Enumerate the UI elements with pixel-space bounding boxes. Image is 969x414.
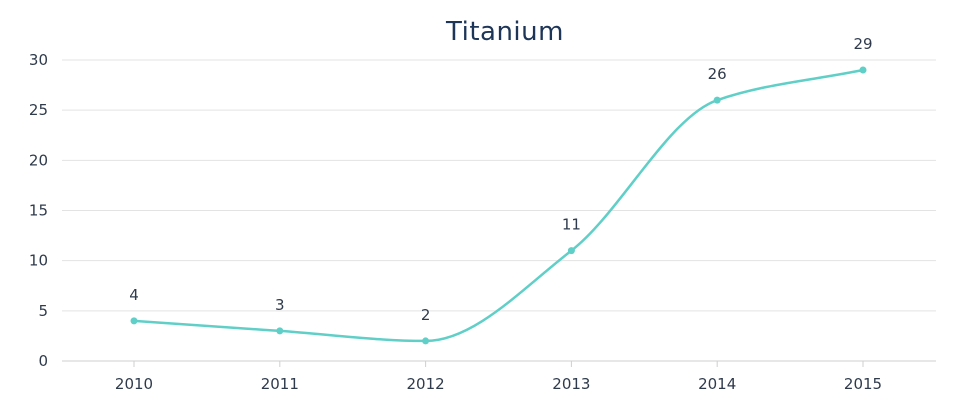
data-label: 4 — [129, 286, 139, 304]
data-label: 26 — [708, 65, 727, 83]
x-tick-label: 2011 — [261, 375, 299, 393]
data-point[interactable] — [567, 247, 575, 255]
y-tick-label: 10 — [29, 252, 48, 270]
x-tick-label: 2015 — [844, 375, 882, 393]
y-tick-label: 30 — [29, 51, 48, 69]
y-tick-label: 5 — [38, 302, 48, 320]
series-layer — [130, 66, 867, 345]
data-point[interactable] — [713, 96, 721, 104]
data-label: 29 — [853, 35, 872, 53]
x-tick-label: 2010 — [115, 375, 153, 393]
x-tick-label: 2014 — [698, 375, 736, 393]
y-tick-label: 15 — [29, 202, 48, 220]
data-label: 3 — [275, 296, 285, 314]
data-labels: 4 3 2 11 26 29 — [129, 35, 872, 324]
x-tick-label: 2013 — [552, 375, 590, 393]
data-point[interactable] — [276, 327, 284, 335]
data-label: 11 — [562, 216, 581, 234]
data-point[interactable] — [422, 337, 430, 345]
y-axis-ticks: 0 5 10 15 20 25 30 — [29, 51, 48, 370]
x-tick-label: 2012 — [407, 375, 445, 393]
series-line — [133, 68, 864, 343]
data-label: 2 — [421, 306, 431, 324]
y-tick-label: 20 — [29, 151, 48, 169]
chart-title: Titanium — [445, 17, 564, 47]
gridlines — [62, 59, 936, 362]
x-axis-ticks: 2010 2011 2012 2013 2014 2015 — [115, 361, 882, 393]
data-point[interactable] — [859, 66, 867, 74]
data-point[interactable] — [130, 317, 138, 325]
y-tick-label: 0 — [38, 352, 48, 370]
y-tick-label: 25 — [29, 101, 48, 119]
